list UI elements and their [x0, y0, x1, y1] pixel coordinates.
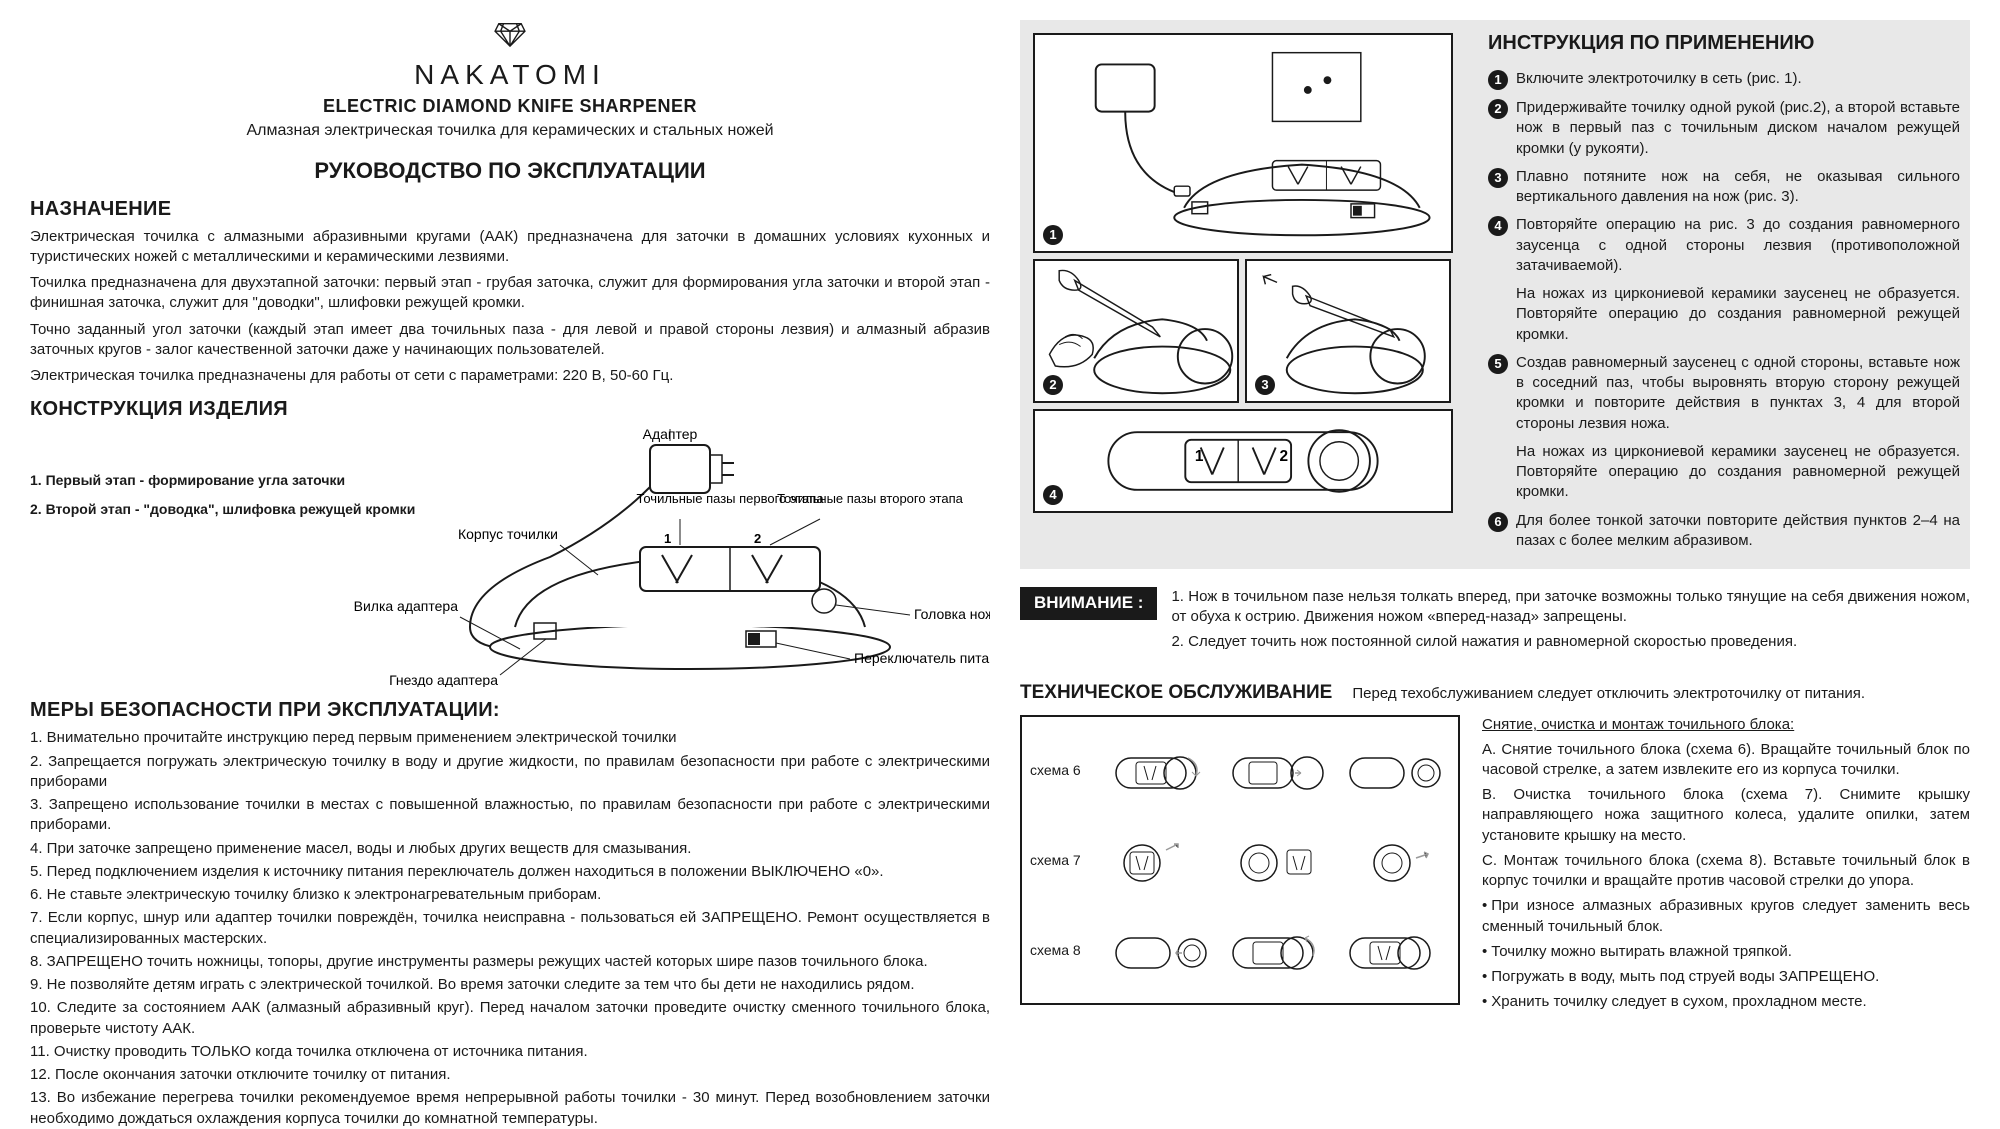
usage-step: Повторяйте операцию на рис. 3 до создани… [1516, 215, 1960, 276]
usage-step: Для более тонкой заточки повторите дейст… [1516, 511, 1960, 552]
maintenance-bullet: При износе алмазных абразивных кругов сл… [1482, 896, 1970, 937]
maintenance-text: Снятие, очистка и монтаж точильного блок… [1460, 715, 1970, 1017]
product-title: ELECTRIC DIAMOND KNIFE SHARPENER [30, 94, 990, 118]
usage-step: Плавно потяните нож на себя, не оказывая… [1516, 167, 1960, 208]
construction-diagram-icon: Адаптер Корпус точилки Вилка адаптера Гн… [350, 427, 990, 687]
safety-heading: МЕРЫ БЕЗОПАСНОСТИ ПРИ ЭКСПЛУАТАЦИИ: [30, 697, 990, 724]
figure-3: 3 [1245, 259, 1451, 403]
safety-item: 6. Не ставьте электрическую точилку близ… [30, 885, 990, 905]
usage-box: 1 2 [1020, 20, 1970, 569]
sharpener-icon [1108, 920, 1208, 980]
step-num: 5 [1488, 354, 1508, 374]
construction-diagram-area: 1. Первый этап - формирование угла заточ… [30, 427, 990, 687]
maintenance-b: B. Очистка точильного блока (схема 7). С… [1482, 785, 1970, 846]
safety-item: 11. Очистку проводить ТОЛЬКО когда точил… [30, 1042, 990, 1062]
svg-text:Адаптер: Адаптер [643, 427, 698, 442]
scheme-label: схема 8 [1030, 941, 1100, 960]
svg-text:Корпус точилки: Корпус точилки [458, 526, 558, 542]
scheme-label: схема 7 [1030, 851, 1100, 870]
maintenance-c: C. Монтаж точильного блока (схема 8). Вс… [1482, 851, 1970, 892]
purpose-p3: Точно заданный угол заточки (каждый этап… [30, 320, 990, 361]
sharpener-icon [1225, 740, 1325, 800]
safety-item: 1. Внимательно прочитайте инструкцию пер… [30, 728, 990, 748]
figure-4: 1 2 4 [1033, 409, 1453, 513]
warning-item: 2. Следует точить нож постоянной силой н… [1171, 632, 1970, 652]
maintenance-figures: схема 6 схема 7 схема 8 [1020, 715, 1460, 1005]
warning-badge: ВНИМАНИЕ : [1020, 587, 1157, 620]
sharpener-icon [1342, 740, 1442, 800]
safety-item: 9. Не позволяйте детям играть с электрич… [30, 975, 990, 995]
sharpener-icon [1108, 740, 1208, 800]
maintenance-bullet: Точилку можно вытирать влажной тряпкой. [1482, 942, 1970, 962]
diamond-logo-icon [491, 20, 529, 48]
maintenance-subheading: Снятие, очистка и монтаж точильного блок… [1482, 715, 1970, 735]
svg-text:Точильные пазы второго этапа: Точильные пазы второго этапа [777, 491, 964, 506]
purpose-p1: Электрическая точилка с алмазными абрази… [30, 227, 990, 268]
sharpener-icon [1108, 830, 1208, 890]
usage-heading: ИНСТРУКЦИЯ ПО ПРИМЕНЕНИЮ [1488, 30, 1960, 57]
safety-item: 13. Во избежание перегрева точилки реком… [30, 1088, 990, 1129]
brand-name: NAKATOMI [30, 56, 990, 94]
sharpener-icon [1225, 920, 1325, 980]
safety-item: 4. При заточке запрещено применение масе… [30, 839, 990, 859]
svg-text:Переключатель питания: Переключатель питания [854, 650, 990, 666]
maintenance-heading: ТЕХНИЧЕСКОЕ ОБСЛУЖИВАНИЕ [1020, 680, 1332, 706]
safety-item: 2. Запрещается погружать электрическую т… [30, 752, 990, 793]
usage-note: На ножах из циркониевой керамики заусене… [1516, 284, 1960, 345]
svg-text:1: 1 [664, 531, 671, 546]
warning-text: 1. Нож в точильном пазе нельзя толкать в… [1171, 587, 1970, 656]
svg-text:2: 2 [1280, 448, 1289, 465]
safety-item: 5. Перед подключением изделия к источник… [30, 862, 990, 882]
step-num: 6 [1488, 512, 1508, 532]
svg-text:Гнездо адаптера: Гнездо адаптера [389, 672, 498, 687]
figure-2: 2 [1033, 259, 1239, 403]
sharpener-icon [1342, 830, 1442, 890]
sharpener-icon [1225, 830, 1325, 890]
scheme-label: схема 6 [1030, 761, 1100, 780]
figure-number: 3 [1255, 375, 1275, 395]
left-column: NAKATOMI ELECTRIC DIAMOND KNIFE SHARPENE… [30, 20, 1020, 1096]
safety-item: 7. Если корпус, шнур или адаптер точилки… [30, 908, 990, 949]
safety-item: 8. ЗАПРЕЩЕНО точить ножницы, топоры, дру… [30, 952, 990, 972]
usage-step: Создав равномерный заусенец с одной стор… [1516, 353, 1960, 434]
figure-number: 1 [1043, 225, 1063, 245]
svg-text:1: 1 [1195, 448, 1204, 465]
brand-header: NAKATOMI ELECTRIC DIAMOND KNIFE SHARPENE… [30, 20, 990, 142]
svg-text:2: 2 [754, 531, 761, 546]
safety-item: 12. После окончания заточки отключите то… [30, 1065, 990, 1085]
usage-instructions: ИНСТРУКЦИЯ ПО ПРИМЕНЕНИЮ 1 Включите элект… [1470, 30, 1960, 559]
safety-list: 1. Внимательно прочитайте инструкцию пер… [30, 728, 990, 1129]
purpose-p4: Электрическая точилка предназначены для … [30, 366, 990, 386]
product-subtitle: Алмазная электрическая точилка для керам… [30, 120, 990, 142]
step-num: 1 [1488, 70, 1508, 90]
manual-title: РУКОВОДСТВО ПО ЭКСПЛУАТАЦИИ [30, 156, 990, 186]
usage-step: Придерживайте точилку одной рукой (рис.2… [1516, 98, 1960, 159]
maintenance-note: Перед техобслуживанием следует отключить… [1352, 684, 1865, 704]
usage-figures: 1 2 [1030, 30, 1470, 559]
figure-1: 1 [1033, 33, 1453, 253]
construction-heading: КОНСТРУКЦИЯ ИЗДЕЛИЯ [30, 396, 990, 423]
maintenance-body: схема 6 схема 7 схема 8 [1020, 715, 1970, 1017]
usage-step: Включите электроточилку в сеть (рис. 1). [1516, 69, 1960, 90]
maintenance-header: ТЕХНИЧЕСКОЕ ОБСЛУЖИВАНИЕ Перед техобслуж… [1020, 680, 1970, 706]
sharpener-icon [1342, 920, 1442, 980]
purpose-p2: Точилка предназначена для двухэтапной за… [30, 273, 990, 314]
svg-text:Вилка адаптера: Вилка адаптера [354, 598, 459, 614]
maintenance-a: A. Снятие точильного блока (схема 6). Вр… [1482, 740, 1970, 781]
maintenance-bullet: Хранить точилку следует в сухом, прохлад… [1482, 992, 1970, 1012]
warning-row: ВНИМАНИЕ : 1. Нож в точильном пазе нельз… [1020, 587, 1970, 656]
figure-number: 4 [1043, 485, 1063, 505]
maintenance-bullet: Погружать в воду, мыть под струей воды З… [1482, 967, 1970, 987]
svg-text:Головка ножа: Головка ножа [914, 606, 990, 622]
safety-item: 3. Запрещено использование точилки в мес… [30, 795, 990, 836]
step-num: 3 [1488, 168, 1508, 188]
step-num: 2 [1488, 99, 1508, 119]
right-column: 1 2 [1020, 20, 1970, 1096]
warning-item: 1. Нож в точильном пазе нельзя толкать в… [1171, 587, 1970, 628]
purpose-heading: НАЗНАЧЕНИЕ [30, 196, 990, 223]
safety-item: 10. Следите за состоянием ААК (алмазный … [30, 998, 990, 1039]
usage-note: На ножах из циркониевой керамики заусене… [1516, 442, 1960, 503]
figure-number: 2 [1043, 375, 1063, 395]
step-num: 4 [1488, 216, 1508, 236]
